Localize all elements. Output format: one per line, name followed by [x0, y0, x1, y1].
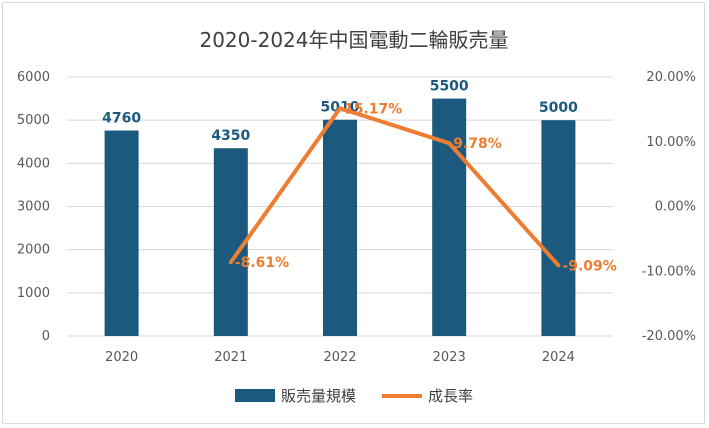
rate-value-label: -8.61%: [235, 255, 289, 271]
bar-value-label: 4760: [102, 111, 141, 127]
right-tick-label: 20.00%: [646, 70, 696, 85]
bar: [104, 130, 139, 336]
left-axis-ticks: 0 1000 2000 3000 4000 5000 6000: [17, 70, 50, 344]
right-tick-label: 10.00%: [646, 135, 696, 150]
legend-bar-swatch: [235, 389, 275, 402]
right-tick-label: -10.00%: [642, 264, 696, 279]
rate-value-label: 9.78%: [453, 136, 502, 152]
rate-data-labels: -8.61% 15.17% 9.78% -9.09%: [235, 101, 617, 274]
right-axis-ticks: -20.00% -10.00% 0.00% 10.00% 20.00%: [642, 70, 696, 344]
rate-value-label: -9.09%: [562, 258, 616, 274]
rate-line-series: [228, 106, 561, 268]
bar-value-label: 4350: [211, 128, 250, 144]
bar: [323, 119, 357, 336]
bar: [541, 120, 576, 337]
x-axis-ticks: 2020 2021 2022 2023 2024: [105, 350, 575, 365]
bar-series: [104, 98, 576, 337]
right-tick-label: -20.00%: [642, 329, 696, 344]
left-tick-label: 3000: [17, 200, 50, 215]
x-tick-label: 2020: [105, 350, 138, 365]
x-tick-label: 2023: [433, 350, 466, 365]
left-tick-label: 0: [42, 329, 50, 344]
bar-value-label: 5000: [539, 100, 578, 116]
legend-line-label: 成長率: [428, 387, 473, 405]
rate-value-label: 15.17%: [344, 101, 402, 117]
left-tick-label: 5000: [17, 113, 50, 128]
legend: 販売量規模 成長率: [235, 387, 473, 405]
left-tick-label: 2000: [17, 243, 50, 258]
left-tick-label: 6000: [17, 70, 50, 85]
bar: [432, 98, 467, 336]
x-tick-label: 2022: [323, 350, 356, 365]
left-tick-label: 1000: [17, 286, 50, 301]
x-tick-label: 2021: [214, 350, 247, 365]
chart-title: 2020-2024年中国電動二輪販売量: [199, 28, 508, 52]
bar-value-label: 5500: [430, 79, 469, 95]
bar: [213, 148, 248, 336]
right-tick-label: 0.00%: [655, 200, 696, 215]
legend-bar-label: 販売量規模: [281, 387, 356, 405]
left-tick-label: 4000: [17, 156, 50, 171]
rate-line: [228, 106, 561, 268]
x-tick-label: 2024: [542, 350, 575, 365]
